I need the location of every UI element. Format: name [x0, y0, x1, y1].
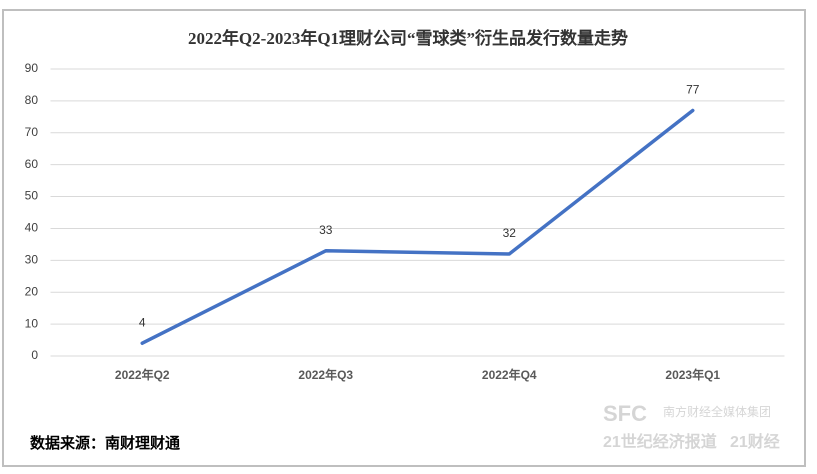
y-tick-label: 30 — [25, 253, 39, 267]
watermark-logo: SFC — [603, 401, 647, 426]
data-label: 33 — [319, 223, 333, 237]
y-tick-label: 70 — [25, 125, 39, 139]
y-tick-label: 90 — [25, 61, 39, 75]
x-tick-label: 2022年Q4 — [482, 367, 537, 382]
data-label: 77 — [686, 83, 700, 97]
watermark-brand: 21财经 — [730, 432, 780, 451]
y-tick-label: 80 — [25, 93, 39, 107]
data-label: 32 — [503, 226, 517, 240]
data-line — [140, 108, 695, 345]
chart-title: 2022年Q2-2023年Q1理财公司“雪球类”衍生品发行数量走势 — [188, 28, 628, 48]
x-tick-label: 2022年Q2 — [115, 367, 170, 382]
source-note: 数据来源：南财理财通 — [30, 434, 180, 452]
y-tick-label: 10 — [25, 316, 39, 330]
y-tick-label: 60 — [25, 157, 39, 171]
watermark-group: 南方财经全媒体集团 — [663, 404, 771, 419]
y-tick-label: 50 — [25, 189, 39, 203]
y-tick-label: 20 — [25, 284, 39, 298]
data-label: 4 — [139, 315, 146, 329]
y-tick-label: 0 — [31, 348, 38, 362]
x-tick-label: 2022年Q3 — [298, 367, 353, 382]
y-tick-label: 40 — [25, 221, 39, 235]
x-tick-label: 2023年Q1 — [665, 367, 720, 382]
chart-frame — [2, 9, 806, 467]
watermark-paper: 21世纪经济报道 — [603, 432, 717, 451]
watermark: SFC 南方财经全媒体集团 21世纪经济报道 21财经 — [603, 401, 780, 451]
